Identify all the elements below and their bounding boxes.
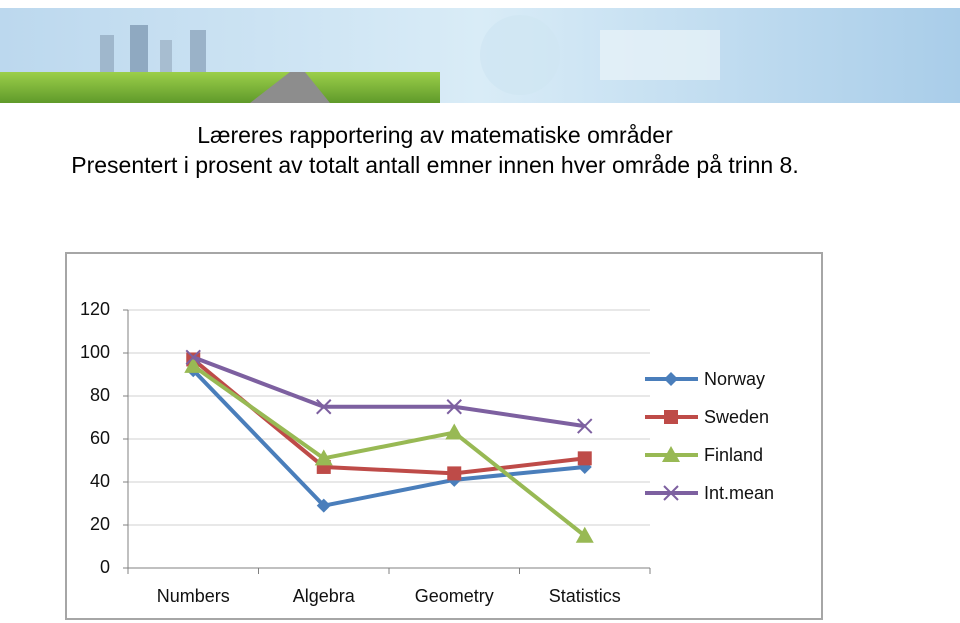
marker: [445, 423, 464, 440]
legend-marker: [663, 485, 679, 501]
x-tick-label: Numbers: [157, 586, 230, 606]
banner: [0, 8, 960, 103]
marker: [316, 498, 331, 513]
series-line: [191, 368, 585, 508]
legend-marker: [664, 410, 678, 424]
y-tick-label: 100: [80, 342, 110, 362]
title: Læreres rapportering av matematiske områ…: [197, 122, 673, 148]
marker: [447, 466, 462, 481]
x-tick-label: Geometry: [415, 586, 494, 606]
y-tick-label: 80: [90, 385, 110, 405]
legend-label: Sweden: [704, 407, 769, 427]
y-tick-label: 20: [90, 514, 110, 534]
subtitle: Presentert i prosent av totalt antall em…: [71, 152, 799, 178]
x-tick-label: Algebra: [293, 586, 356, 606]
marker: [314, 449, 333, 466]
legend-marker: [662, 446, 680, 462]
y-tick-label: 60: [90, 428, 110, 448]
marker: [446, 399, 462, 415]
y-tick-label: 40: [90, 471, 110, 491]
legend-label: Int.mean: [704, 483, 774, 503]
marker: [185, 349, 201, 366]
legend-label: Finland: [704, 445, 763, 465]
marker: [316, 399, 332, 415]
marker: [577, 451, 592, 466]
legend-label: Norway: [704, 369, 765, 389]
x-tick-label: Statistics: [549, 586, 621, 606]
y-tick-label: 120: [80, 299, 110, 319]
marker: [184, 356, 203, 373]
series-line: [192, 364, 586, 538]
y-tick-label: 0: [100, 557, 110, 577]
legend-marker: [664, 372, 678, 386]
marker: [577, 418, 593, 434]
series-line: [192, 355, 586, 429]
marker: [575, 526, 594, 543]
